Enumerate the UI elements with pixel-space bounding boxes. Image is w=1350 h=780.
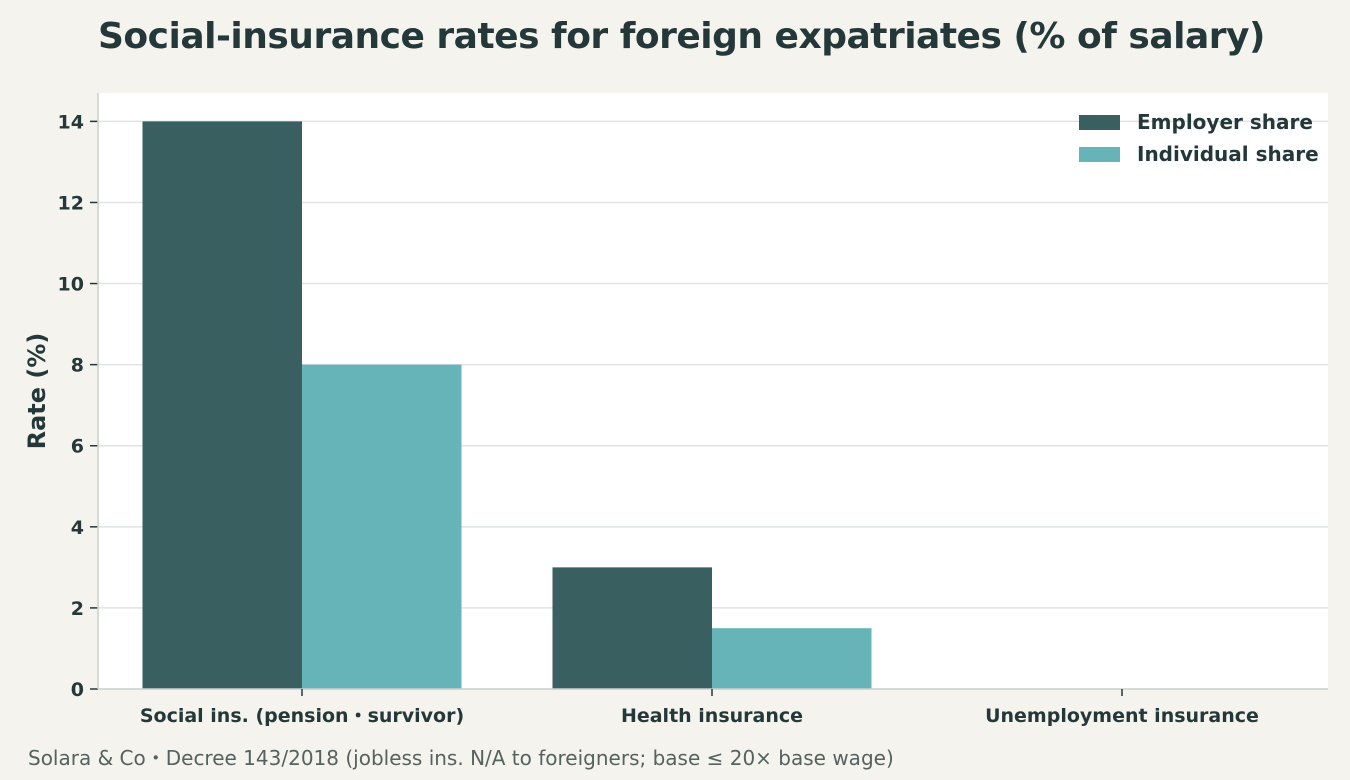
legend-label: Employer share bbox=[1137, 110, 1313, 134]
source-note: Solara & Co・Decree 143/2018 (jobless ins… bbox=[28, 746, 894, 770]
y-tick-label: 6 bbox=[71, 436, 84, 458]
y-tick-label: 10 bbox=[58, 274, 84, 296]
axes: 0 2 4 6 8 10 12 14 Social ins. (pension・survivor… bbox=[58, 93, 1328, 727]
legend: Employer share Individual share bbox=[1079, 110, 1319, 166]
y-tick-label: 12 bbox=[58, 192, 84, 214]
x-tick-label: Health insurance bbox=[621, 705, 803, 727]
y-axis-label: Rate (%) bbox=[23, 333, 51, 450]
legend-swatch bbox=[1079, 115, 1120, 130]
bar bbox=[302, 364, 462, 689]
y-tick-label: 4 bbox=[71, 517, 84, 539]
y-tick-label: 8 bbox=[71, 355, 84, 377]
bars bbox=[142, 121, 872, 689]
legend-swatch bbox=[1079, 147, 1120, 162]
y-tick-label: 14 bbox=[58, 111, 84, 133]
bar bbox=[142, 121, 302, 689]
y-tick-label: 0 bbox=[71, 679, 84, 701]
x-tick-label: Social ins. (pension・survivor) bbox=[140, 705, 464, 727]
y-tick-label: 2 bbox=[71, 598, 84, 620]
x-tick-label: Unemployment insurance bbox=[985, 705, 1259, 727]
bar bbox=[712, 628, 872, 689]
bar bbox=[552, 567, 712, 689]
legend-label: Individual share bbox=[1137, 142, 1319, 166]
chart-title: Social-insurance rates for foreign expat… bbox=[98, 16, 1265, 57]
